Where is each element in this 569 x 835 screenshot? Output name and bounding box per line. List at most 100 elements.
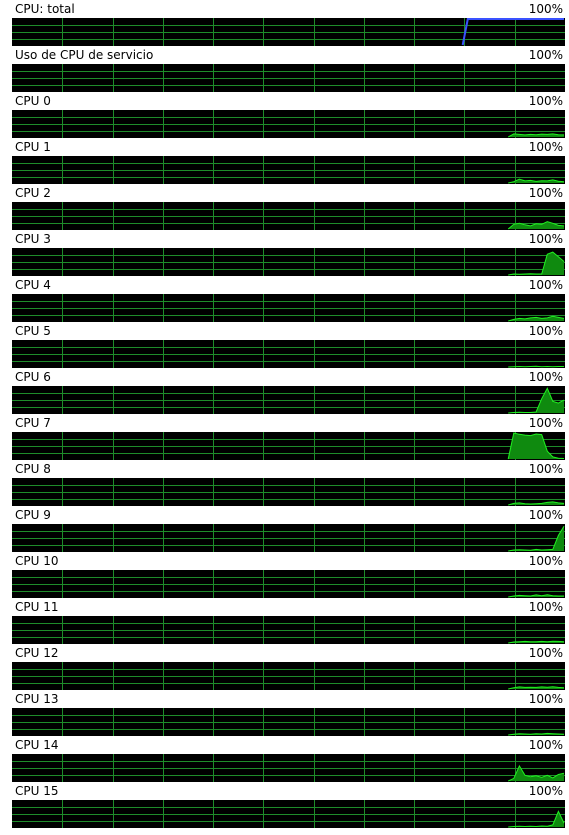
cpu-usage-line xyxy=(507,764,565,782)
graph-title: CPU 14 xyxy=(15,738,59,752)
graph-max-label: 100% xyxy=(528,646,563,660)
usage-graph xyxy=(12,110,565,138)
graph-header: CPU: total 100% xyxy=(0,0,569,18)
graph-title: CPU 13 xyxy=(15,692,59,706)
usage-graph xyxy=(12,524,565,552)
graph-max-label: 100% xyxy=(528,462,563,476)
cpu-usage-line xyxy=(507,133,565,138)
usage-graph-canvas xyxy=(12,386,565,414)
usage-graph xyxy=(12,202,565,230)
graph-title: CPU 4 xyxy=(15,278,51,292)
graph-title: CPU 2 xyxy=(15,186,51,200)
usage-graph xyxy=(12,708,565,736)
graph-title: CPU 7 xyxy=(15,416,51,430)
usage-graph-canvas xyxy=(12,156,565,184)
graph-header: CPU 3 100% xyxy=(0,230,569,248)
cpu-usage-line xyxy=(508,315,565,322)
cpu-usage-line xyxy=(508,178,565,184)
graph-max-label: 100% xyxy=(528,692,563,706)
graph-title: CPU 3 xyxy=(15,232,51,246)
graph-header: CPU 8 100% xyxy=(0,460,569,478)
graph-title: CPU 11 xyxy=(15,600,59,614)
usage-graph-canvas xyxy=(12,570,565,598)
usage-graph-canvas xyxy=(12,708,565,736)
usage-graph-canvas xyxy=(12,432,565,460)
usage-graph xyxy=(12,294,565,322)
graph-title: CPU: total xyxy=(15,2,75,16)
graph-row-cpu-4: CPU 4 100% xyxy=(0,276,569,322)
graph-title: CPU 12 xyxy=(15,646,59,660)
graph-max-label: 100% xyxy=(528,2,563,16)
usage-graph xyxy=(12,570,565,598)
graph-header: CPU 15 100% xyxy=(0,782,569,800)
graph-row-cpu-11: CPU 11 100% xyxy=(0,598,569,644)
graph-row-cpu-2: CPU 2 100% xyxy=(0,184,569,230)
usage-graph-canvas xyxy=(12,18,565,46)
graph-row-cpu-14: CPU 14 100% xyxy=(0,736,569,782)
usage-graph xyxy=(12,340,565,368)
cpu-usage-area xyxy=(508,526,564,551)
usage-graph xyxy=(12,156,565,184)
cpu-usage-area xyxy=(508,388,564,413)
graph-title: CPU 1 xyxy=(15,140,51,154)
graph-header: CPU 2 100% xyxy=(0,184,569,202)
graph-header: CPU 12 100% xyxy=(0,644,569,662)
cpu-usage-line xyxy=(508,387,565,414)
graph-header: CPU 0 100% xyxy=(0,92,569,110)
graph-title: CPU 6 xyxy=(15,370,51,384)
graph-row-cpu-6: CPU 6 100% xyxy=(0,368,569,414)
graph-max-label: 100% xyxy=(528,738,563,752)
cpu-usage-line xyxy=(508,251,565,276)
usage-graph-canvas xyxy=(12,248,565,276)
graph-max-label: 100% xyxy=(528,278,563,292)
total-usage-line xyxy=(461,18,564,46)
cpu-usage-line xyxy=(508,810,565,828)
usage-graph-canvas xyxy=(12,662,565,690)
graph-header: CPU 11 100% xyxy=(0,598,569,616)
graph-row-cpu-total: CPU: total 100% xyxy=(0,0,569,46)
graph-max-label: 100% xyxy=(528,784,563,798)
graph-row-cpu-15: CPU 15 100% xyxy=(0,782,569,828)
graph-header: CPU 5 100% xyxy=(0,322,569,340)
cpu-usage-line xyxy=(507,432,565,460)
usage-graph xyxy=(12,662,565,690)
cpu-usage-line xyxy=(508,365,564,368)
graph-max-label: 100% xyxy=(528,600,563,614)
graph-row-cpu-10: CPU 10 100% xyxy=(0,552,569,598)
graph-max-label: 100% xyxy=(528,186,563,200)
usage-graph-canvas xyxy=(12,294,565,322)
graph-row-cpu-3: CPU 3 100% xyxy=(0,230,569,276)
usage-graph-canvas xyxy=(12,754,565,782)
usage-graph xyxy=(12,386,565,414)
graph-row-cpu-9: CPU 9 100% xyxy=(0,506,569,552)
cpu-usage-line xyxy=(508,640,565,644)
graph-max-label: 100% xyxy=(528,94,563,108)
graph-header: CPU 6 100% xyxy=(0,368,569,386)
graph-max-label: 100% xyxy=(528,324,563,338)
usage-graph xyxy=(12,616,565,644)
graph-row-cpu-0: CPU 0 100% xyxy=(0,92,569,138)
graph-title: CPU 15 xyxy=(15,784,59,798)
graph-max-label: 100% xyxy=(528,554,563,568)
usage-graph-canvas xyxy=(12,524,565,552)
usage-graph xyxy=(12,478,565,506)
cpu-usage-line xyxy=(508,732,565,736)
graph-max-label: 100% xyxy=(528,508,563,522)
graph-title: CPU 10 xyxy=(15,554,59,568)
cpu-usage-area xyxy=(508,811,564,827)
cpu-usage-line xyxy=(507,221,565,230)
graph-header: Uso de CPU de servicio 100% xyxy=(0,46,569,64)
graph-title: CPU 9 xyxy=(15,508,51,522)
cpu-usage-line xyxy=(508,594,564,598)
graph-header: CPU 10 100% xyxy=(0,552,569,570)
graph-header: CPU 7 100% xyxy=(0,414,569,432)
usage-graph-canvas xyxy=(12,800,565,828)
usage-graph xyxy=(12,754,565,782)
usage-graph xyxy=(12,248,565,276)
graph-header: CPU 4 100% xyxy=(0,276,569,294)
graph-row-cpu-1: CPU 1 100% xyxy=(0,138,569,184)
cpu-usage-area xyxy=(508,221,564,229)
cpu-usage-area xyxy=(508,433,564,459)
graph-title: Uso de CPU de servicio xyxy=(15,48,154,62)
